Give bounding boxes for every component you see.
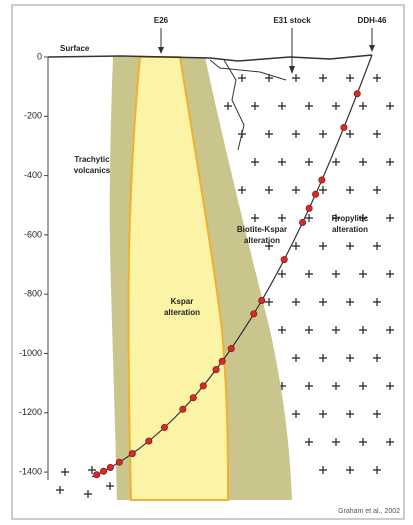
propylitic-label: alteration [332, 225, 368, 234]
sample-dot [354, 91, 360, 97]
sample-dot [219, 358, 225, 364]
page: {"labels": {"surface": "Surface", "e26":… [0, 0, 413, 525]
sample-dot [129, 450, 135, 456]
depth-tick-label: -400 [24, 170, 42, 180]
sample-dot [213, 366, 219, 372]
sample-dot [146, 438, 152, 444]
depth-tick-label: -1000 [19, 348, 42, 358]
depth-tick-label: -1200 [19, 407, 42, 417]
sample-dot [299, 219, 305, 225]
sample-dot [251, 311, 257, 317]
depth-tick-label: -600 [24, 229, 42, 239]
biotite-label: alteration [244, 236, 280, 245]
ddh-label: DDH-46 [358, 16, 387, 25]
sample-dot [259, 297, 265, 303]
sample-dot [190, 395, 196, 401]
sample-dot [312, 191, 318, 197]
sample-dot [180, 406, 186, 412]
depth-tick-label: 0 [37, 51, 42, 61]
propylitic-label: Propylitic [332, 214, 369, 223]
sample-dot [100, 468, 106, 474]
trachytic-label: volcanics [74, 166, 111, 175]
sample-dot [306, 205, 312, 211]
sample-dot [341, 124, 347, 130]
sample-dot [161, 424, 167, 430]
surface-label: Surface [60, 44, 90, 53]
sample-dot [228, 345, 234, 351]
sample-dot [281, 256, 287, 262]
trachytic-label: Trachytic [74, 155, 110, 164]
depth-tick-label: -800 [24, 289, 42, 299]
sample-dot [107, 464, 113, 470]
depth-tick-label: -1400 [19, 466, 42, 476]
sample-dot [200, 383, 206, 389]
cross-section: Surface E26 E31 stock DDH-46 Trachytic v… [0, 0, 413, 525]
sample-dot [116, 459, 122, 465]
kspar-label: alteration [164, 308, 200, 317]
credit: Graham et al., 2002 [338, 508, 400, 515]
sample-dot [93, 472, 99, 478]
kspar-label: Kspar [171, 297, 194, 306]
e31-label: E31 stock [273, 16, 311, 25]
e26-label: E26 [154, 16, 169, 25]
depth-tick-label: -200 [24, 111, 42, 121]
sample-dot [319, 177, 325, 183]
biotite-label: Biotite-Kspar [237, 225, 287, 234]
